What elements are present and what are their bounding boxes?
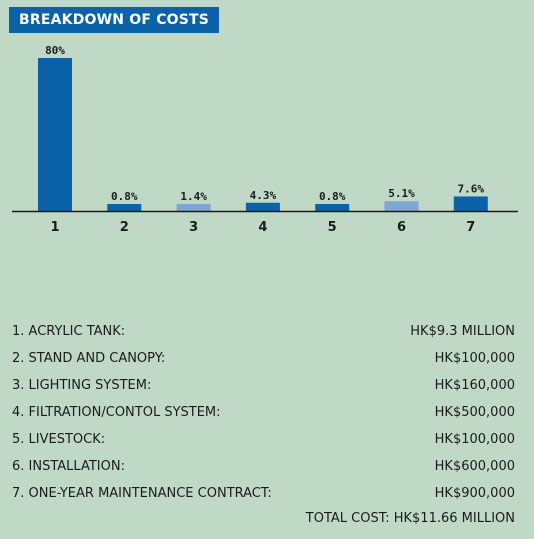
cost-row: 6. INSTALLATION: HK$600,000 xyxy=(12,453,515,480)
cost-value: HK$160,000 xyxy=(434,378,515,393)
cost-row: 2. STAND AND CANOPY: HK$100,000 xyxy=(12,345,515,372)
chart-title: BREAKDOWN OF COSTS xyxy=(9,7,220,33)
bar xyxy=(176,204,211,211)
cost-row: 3. LIGHTING SYSTEM: HK$160,000 xyxy=(12,372,515,399)
cost-row: 4. FILTRATION/CONTOL SYSTEM: HK$500,000 xyxy=(12,399,515,426)
x-tick-label: 2 xyxy=(120,220,129,235)
x-tick-label: 3 xyxy=(189,220,198,235)
cost-label: 3. LIGHTING SYSTEM: xyxy=(12,378,152,393)
cost-label: 7. ONE-YEAR MAINTENANCE CONTRACT: xyxy=(12,486,272,501)
bar-chart: 80% 1 0.8% 2 1.4% 3 4.3% 4 0.8% 5 5.1% 6 7.6% 7 xyxy=(12,44,518,235)
x-tick-label: 7 xyxy=(466,220,475,235)
cost-value: HK$900,000 xyxy=(434,486,515,501)
cost-value: HK$9.3 MILLION xyxy=(410,324,515,339)
x-tick-label: 4 xyxy=(258,220,267,235)
bar xyxy=(315,204,350,211)
cost-value: HK$600,000 xyxy=(434,459,515,474)
bar-value-label: 5.1% xyxy=(388,187,415,200)
cost-label: 6. INSTALLATION: xyxy=(12,459,125,474)
cost-label: 4. FILTRATION/CONTOL SYSTEM: xyxy=(12,405,221,420)
bar-value-label: 1.4% xyxy=(180,190,207,203)
x-tick-label: 5 xyxy=(328,220,337,235)
cost-value: HK$100,000 xyxy=(434,351,515,366)
x-tick-label: 6 xyxy=(397,220,406,235)
cost-label: 2. STAND AND CANOPY: xyxy=(12,351,166,366)
cost-label: 5. LIVESTOCK: xyxy=(12,432,106,447)
bar xyxy=(453,196,488,211)
bar-value-label: 0.8% xyxy=(319,190,346,203)
cost-value: HK$100,000 xyxy=(434,432,515,447)
cost-row: 5. LIVESTOCK: HK$100,000 xyxy=(12,426,515,453)
bar-value-label: 7.6% xyxy=(458,182,485,195)
bar-value-label: 80% xyxy=(45,44,65,57)
bar-value-label: 0.8% xyxy=(111,190,138,203)
cost-row: 7. ONE-YEAR MAINTENANCE CONTRACT: HK$900… xyxy=(12,480,515,507)
cost-row: 1. ACRYLIC TANK: HK$9.3 MILLION xyxy=(12,318,515,345)
cost-label: 1. ACRYLIC TANK: xyxy=(12,324,126,339)
bar xyxy=(245,202,280,211)
bar xyxy=(107,204,142,211)
cost-list: 1. ACRYLIC TANK: HK$9.3 MILLION 2. STAND… xyxy=(12,318,515,507)
bar xyxy=(384,201,419,211)
cost-value: HK$500,000 xyxy=(434,405,515,420)
total-cost: TOTAL COST: HK$11.66 MILLION xyxy=(305,511,515,526)
bar xyxy=(38,58,72,211)
x-tick-label: 1 xyxy=(50,220,59,235)
bar-value-label: 4.3% xyxy=(250,189,277,202)
